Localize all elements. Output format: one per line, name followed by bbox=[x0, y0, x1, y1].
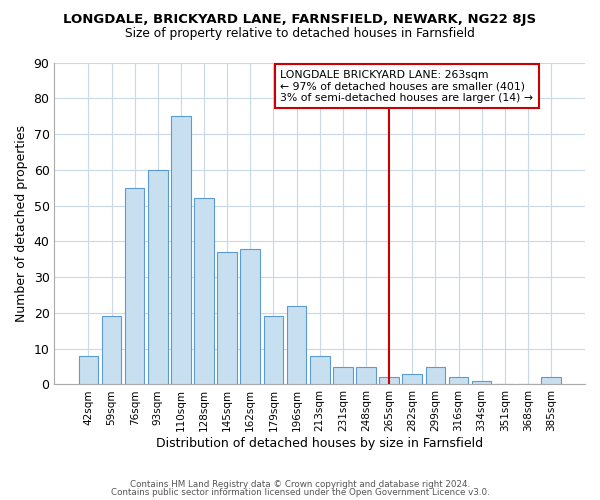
Bar bbox=[425, 366, 445, 384]
Y-axis label: Number of detached properties: Number of detached properties bbox=[15, 125, 28, 322]
Bar bbox=[125, 188, 145, 384]
Bar bbox=[333, 366, 353, 384]
Bar bbox=[472, 381, 491, 384]
Bar bbox=[79, 356, 98, 384]
Bar bbox=[287, 306, 307, 384]
Bar bbox=[171, 116, 191, 384]
Text: Contains HM Land Registry data © Crown copyright and database right 2024.: Contains HM Land Registry data © Crown c… bbox=[130, 480, 470, 489]
Bar bbox=[379, 378, 399, 384]
Bar bbox=[403, 374, 422, 384]
Bar bbox=[541, 378, 561, 384]
Bar bbox=[356, 366, 376, 384]
Bar bbox=[148, 170, 167, 384]
Bar bbox=[194, 198, 214, 384]
X-axis label: Distribution of detached houses by size in Farnsfield: Distribution of detached houses by size … bbox=[156, 437, 483, 450]
Text: LONGDALE BRICKYARD LANE: 263sqm
← 97% of detached houses are smaller (401)
3% of: LONGDALE BRICKYARD LANE: 263sqm ← 97% of… bbox=[280, 70, 533, 103]
Bar bbox=[101, 316, 121, 384]
Bar bbox=[449, 378, 469, 384]
Text: LONGDALE, BRICKYARD LANE, FARNSFIELD, NEWARK, NG22 8JS: LONGDALE, BRICKYARD LANE, FARNSFIELD, NE… bbox=[64, 12, 536, 26]
Bar bbox=[241, 248, 260, 384]
Bar bbox=[263, 316, 283, 384]
Text: Size of property relative to detached houses in Farnsfield: Size of property relative to detached ho… bbox=[125, 28, 475, 40]
Bar bbox=[310, 356, 329, 384]
Bar bbox=[217, 252, 237, 384]
Text: Contains public sector information licensed under the Open Government Licence v3: Contains public sector information licen… bbox=[110, 488, 490, 497]
